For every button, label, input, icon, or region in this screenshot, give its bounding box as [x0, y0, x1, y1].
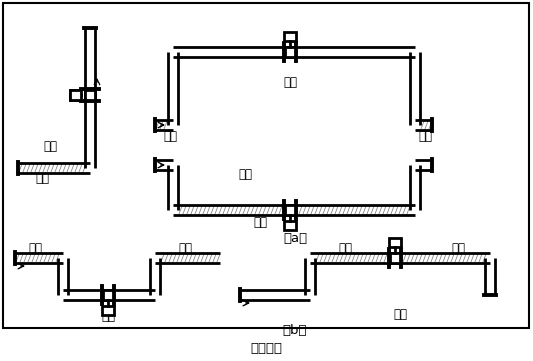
Text: 错误: 错误: [393, 309, 407, 322]
Text: 错误: 错误: [238, 169, 252, 182]
Text: 正确: 正确: [283, 75, 297, 88]
Text: 液体: 液体: [253, 216, 267, 229]
Bar: [70, 90, 79, 100]
Text: 气泡: 气泡: [451, 242, 465, 255]
Text: 液体: 液体: [418, 130, 432, 144]
Bar: [284, 32, 296, 41]
Bar: [70, 90, 81, 100]
Text: 气泡: 气泡: [338, 242, 352, 255]
Text: 液体: 液体: [163, 130, 177, 144]
Text: 气泡: 气泡: [28, 242, 42, 255]
Text: 图（四）: 图（四）: [250, 342, 282, 355]
Text: 气泡: 气泡: [178, 242, 192, 255]
Bar: [285, 47, 295, 57]
Text: （b）: （b）: [282, 323, 307, 336]
Bar: [390, 253, 400, 263]
Text: 正确: 正确: [101, 310, 115, 323]
Text: （a）: （a）: [283, 231, 307, 244]
Bar: [284, 221, 296, 230]
Bar: [285, 205, 295, 215]
Bar: [103, 290, 113, 300]
Bar: [85, 90, 95, 100]
Text: 液体: 液体: [35, 171, 49, 184]
Text: 正确: 正确: [43, 140, 57, 153]
Bar: [389, 238, 401, 247]
Bar: [102, 306, 114, 315]
